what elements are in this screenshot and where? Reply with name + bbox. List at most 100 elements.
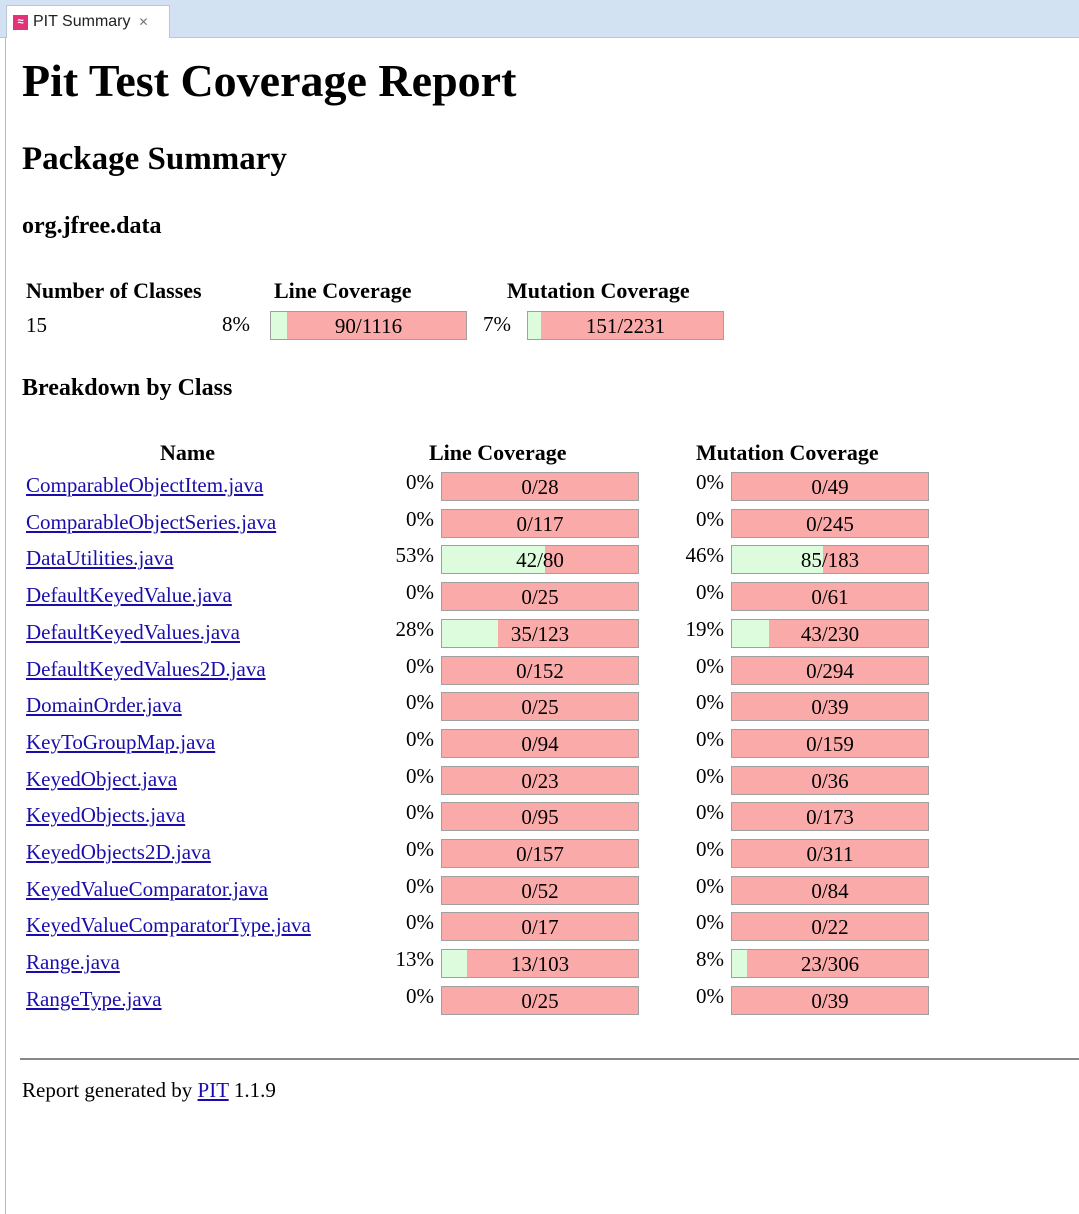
mutation-coverage-bar: 0/173 [731, 802, 929, 832]
class-link[interactable]: KeyedValueComparator.java [26, 876, 268, 901]
summary-line-text: 90/1116 [334, 314, 403, 338]
column-header-line: Line Coverage [429, 440, 567, 465]
line-coverage-text: 0/95 [521, 805, 559, 830]
table-row: DefaultKeyedValues2D.java 0% 0/152 0% 0/294 [6, 654, 1079, 690]
class-link[interactable]: DefaultKeyedValues.java [26, 619, 240, 644]
line-coverage-text: 0/25 [521, 585, 559, 610]
line-coverage-bar: 0/28 [441, 472, 639, 501]
summary-header-classes: Number of Classes [26, 278, 202, 303]
tab-pit-summary[interactable]: ≈ PIT Summary ✕ [6, 5, 170, 38]
line-coverage-bar: 0/117 [441, 508, 639, 538]
line-percent: 53% [395, 543, 435, 568]
summary-header-line: Line Coverage [274, 278, 412, 303]
line-percent: 0% [406, 763, 434, 788]
line-percent: 0% [406, 726, 434, 751]
mutation-coverage-text: 0/294 [806, 658, 854, 683]
summary-line-fill [271, 312, 287, 339]
class-link[interactable]: ComparableObjectSeries.java [26, 509, 277, 534]
table-row: DataUtilities.java 53% 42/80 46% 85/183 [6, 543, 1079, 579]
mutation-coverage-bar: 0/159 [731, 728, 929, 758]
mutation-percent: 46% [685, 543, 725, 568]
close-icon[interactable]: ✕ [138, 15, 149, 29]
mutation-coverage-bar: 0/245 [731, 508, 929, 538]
line-percent: 0% [406, 983, 434, 1008]
line-percent: 0% [406, 470, 434, 494]
class-link[interactable]: DefaultKeyedValues2D.java [26, 656, 266, 681]
class-link[interactable]: KeyedObjects2D.java [26, 840, 211, 864]
mutation-percent: 0% [696, 873, 724, 898]
line-coverage-fill [442, 546, 545, 574]
summary-classes-count: 15 [26, 313, 47, 337]
class-link[interactable]: KeyedObjects.java [26, 803, 186, 828]
class-link[interactable]: DomainOrder.java [26, 693, 182, 718]
footer-prefix: Report generated by [22, 1078, 193, 1102]
column-header-mutation: Mutation Coverage [696, 440, 879, 465]
class-link[interactable]: ComparableObjectItem.java [26, 473, 264, 497]
mutation-coverage-text: 0/311 [806, 842, 854, 866]
line-percent: 0% [406, 580, 434, 605]
mutation-percent: 0% [696, 653, 724, 678]
line-coverage-bar: 0/25 [441, 985, 639, 1015]
mutation-coverage-text: 0/84 [811, 878, 849, 903]
mutation-percent: 0% [696, 470, 724, 494]
mutation-coverage-text: 0/36 [811, 768, 849, 793]
line-coverage-fill [442, 950, 467, 978]
table-row: ComparableObjectItem.java 0% 0/28 0% 0/49 [6, 470, 1079, 506]
class-link[interactable]: DataUtilities.java [26, 546, 174, 571]
mutation-percent: 19% [685, 616, 725, 641]
line-coverage-bar: 0/152 [441, 655, 639, 685]
line-coverage-fill [442, 619, 498, 647]
table-row: DomainOrder.java 0% 0/25 0% 0/39 [6, 690, 1079, 726]
mutation-coverage-bar: 0/36 [731, 765, 929, 795]
table-row: RangeType.java 0% 0/25 0% 0/39 [6, 984, 1079, 1020]
line-coverage-text: 0/157 [516, 842, 564, 866]
class-link[interactable]: KeyedObject.java [26, 766, 178, 791]
package-name: org.jfree.data [22, 213, 162, 239]
line-coverage-text: 0/117 [516, 511, 564, 536]
footer-divider [20, 1058, 1079, 1060]
line-coverage-text: 0/94 [521, 731, 559, 756]
line-coverage-bar: 35/123 [441, 618, 639, 648]
mutation-percent: 0% [696, 983, 724, 1008]
mutation-percent: 0% [696, 910, 724, 935]
class-link[interactable]: RangeType.java [26, 986, 162, 1011]
mutation-percent: 8% [696, 947, 724, 972]
line-coverage-text: 0/17 [521, 915, 559, 940]
mutation-coverage-bar: 85/183 [731, 545, 929, 575]
summary-line-bar: 90/1116 [270, 311, 467, 340]
table-row: ComparableObjectSeries.java 0% 0/117 0% 0/24… [6, 507, 1079, 543]
mutation-coverage-bar: 0/84 [731, 875, 929, 905]
mutation-percent: 0% [696, 580, 724, 605]
line-coverage-bar: 0/94 [441, 728, 639, 758]
class-link[interactable]: KeyedValueComparatorType.java [26, 913, 311, 938]
mutation-coverage-text: 0/49 [811, 475, 849, 499]
class-link[interactable]: DefaultKeyedValue.java [26, 583, 232, 608]
line-coverage-bar: 0/157 [441, 839, 639, 868]
line-coverage-text: 0/52 [521, 878, 559, 903]
table-row: KeyedValueComparator.java 0% 0/52 0% 0/84 [6, 874, 1079, 910]
editor-tab-bar: ≈ PIT Summary ✕ [0, 0, 1079, 38]
mutation-coverage-bar: 0/311 [731, 839, 929, 868]
mutation-coverage-bar: 0/49 [731, 472, 929, 501]
line-coverage-text: 13/103 [510, 952, 570, 977]
line-coverage-text: 35/123 [510, 621, 570, 646]
mutation-coverage-text: 0/22 [811, 915, 849, 940]
line-coverage-text: 0/25 [521, 695, 559, 720]
package-summary-heading: Package Summary [22, 141, 287, 177]
mutation-percent: 0% [696, 837, 724, 861]
class-link[interactable]: KeyToGroupMap.java [26, 729, 216, 754]
line-percent: 0% [406, 690, 434, 715]
pit-link[interactable]: PIT [197, 1078, 229, 1102]
line-coverage-bar: 0/17 [441, 912, 639, 942]
breakdown-heading: Breakdown by Class [22, 375, 233, 401]
class-link[interactable]: Range.java [26, 950, 120, 975]
table-row: KeyToGroupMap.java 0% 0/94 0% 0/159 [6, 727, 1079, 763]
mutation-coverage-text: 0/39 [811, 988, 849, 1013]
line-coverage-bar: 13/103 [441, 949, 639, 979]
line-coverage-bar: 0/25 [441, 692, 639, 722]
mutation-coverage-fill [732, 950, 747, 978]
line-coverage-bar: 0/23 [441, 765, 639, 795]
tab-label: PIT Summary [33, 13, 131, 30]
line-coverage-bar: 42/80 [441, 545, 639, 575]
mutation-coverage-bar: 0/39 [731, 985, 929, 1015]
